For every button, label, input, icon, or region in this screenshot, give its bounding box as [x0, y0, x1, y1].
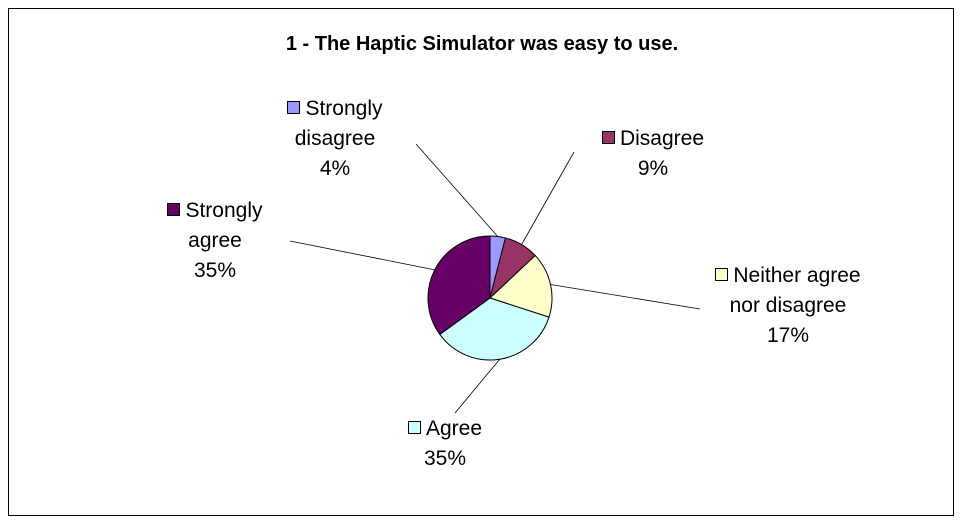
slice-label-line: Neither agree — [690, 261, 886, 291]
pie-slice-agree — [439, 297, 550, 361]
slice-label: Strongly agree 35% — [130, 196, 300, 286]
slice-label-line: 35% — [130, 256, 300, 286]
slice-label-line: 9% — [568, 154, 738, 184]
slice-label-line: Agree — [370, 414, 520, 444]
slice-label-text: Strongly — [305, 97, 383, 120]
chart-title: 1 - The Haptic Simulator was easy to use… — [285, 33, 679, 55]
slice-label-text: Agree — [425, 417, 483, 440]
slice-label-line: agree — [130, 226, 300, 256]
slice-label-line: Strongly — [250, 94, 420, 124]
slice-label-text: 35% — [423, 447, 467, 470]
legend-swatch — [287, 101, 301, 114]
legend-swatch — [601, 131, 615, 144]
slice-label-text: 17% — [766, 324, 810, 347]
slice-label-text: disagree — [294, 127, 376, 150]
slice-label-line: 4% — [250, 154, 420, 184]
slice-label-text: Neither agree — [733, 264, 861, 287]
pie-slice-neither-agree-nor-disagree — [489, 254, 553, 318]
slice-label-text: Disagree — [619, 127, 705, 150]
slice-label-line: 35% — [370, 444, 520, 474]
leader-line — [454, 358, 501, 414]
slice-label: Disagree 9% — [568, 124, 738, 184]
leader-line — [521, 151, 575, 245]
slice-label-line: Strongly — [130, 196, 300, 226]
legend-swatch — [167, 203, 181, 216]
slice-label-line: Disagree — [568, 124, 738, 154]
slice-label-text: nor disagree — [729, 294, 847, 317]
leader-line — [289, 240, 435, 271]
slice-label-text: agree — [188, 229, 242, 252]
slice-label-line: disagree — [250, 124, 420, 154]
slice-label: Neither agree nor disagree 17% — [690, 261, 886, 351]
leader-line — [550, 284, 701, 310]
slice-label-text: Strongly — [185, 199, 263, 222]
leader-line — [415, 143, 499, 237]
slice-label-line: 17% — [690, 321, 886, 351]
slice-label-text: 9% — [637, 157, 669, 180]
legend-swatch — [715, 268, 729, 281]
slice-label-text: 35% — [193, 259, 237, 282]
pie-slice-strongly-agree — [427, 235, 491, 336]
slice-label: Agree 35% — [370, 414, 520, 474]
slice-label: Strongly disagree 4% — [250, 94, 420, 184]
slice-label-line: nor disagree — [690, 291, 886, 321]
legend-swatch — [407, 421, 421, 434]
slice-label-text: 4% — [319, 157, 351, 180]
